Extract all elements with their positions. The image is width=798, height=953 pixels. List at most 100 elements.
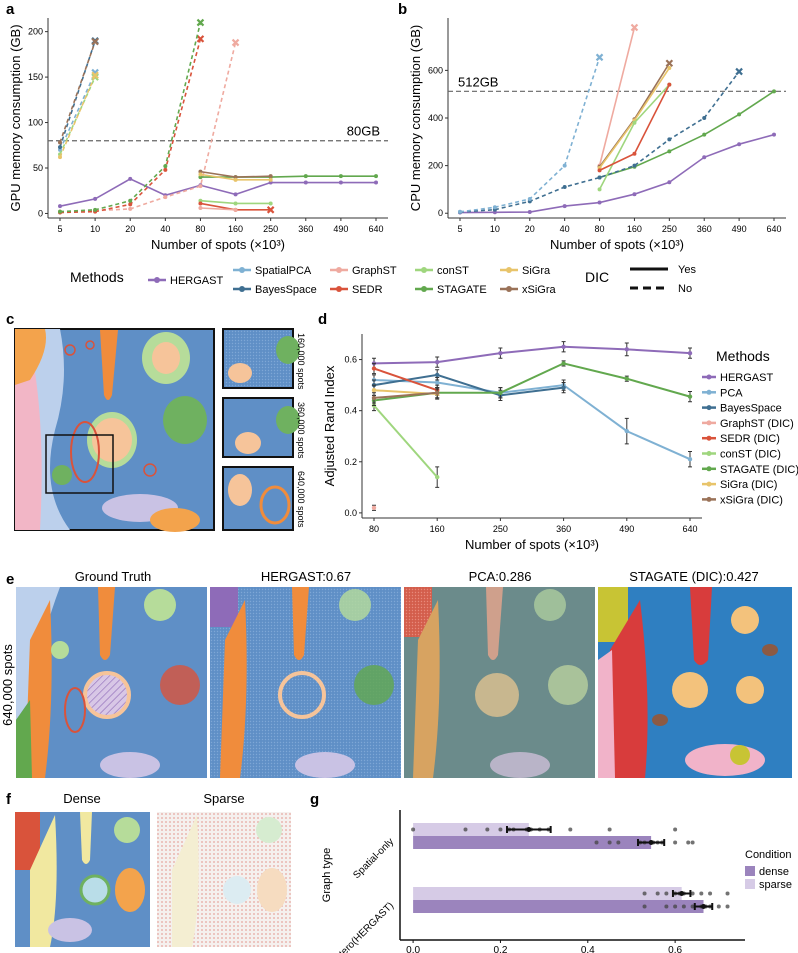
legend-marker-xsigra [506,286,512,292]
jitter-point-dense [673,904,678,909]
gt-nodule-b [83,671,131,719]
panel-letter-e: e [6,571,14,588]
series-line-hergast [459,133,775,214]
data-point-graphst [198,184,203,189]
jitter-point-dense [642,904,647,909]
st-brown-1 [652,714,668,726]
legend-marker-bayesspace [239,286,245,292]
y-tick-label: 200 [28,27,43,37]
x-tick-label: 5 [457,224,462,234]
g-x-tick-label: 0.6 [668,945,682,953]
jitter-point-dense [664,904,669,909]
data-point-hergast [303,180,308,185]
ari-point-stagate [561,361,566,366]
hg-region-orange [220,600,247,778]
data-point-hergast [128,176,133,181]
data-point-sedr [163,167,168,172]
panel-e-side-label: 640,000 spots [0,644,15,726]
x-tick-label: 490 [732,224,747,234]
data-point-hergast [233,192,238,197]
tissue-bottom-orange [150,508,200,532]
threshold-label-512gb: 512GB [458,74,498,89]
panel-letter-d: d [318,311,327,328]
data-point-sigra [233,177,238,182]
ari-point-stagate [498,390,503,395]
x-tick-label: 10 [90,224,100,234]
panel-letter-g: g [310,791,319,808]
dense-nodule-a [114,817,140,843]
panel-e-title-ground-truth: Ground Truth [75,569,152,584]
ari-point-hergast [435,359,440,365]
bar-sparse-1 [413,887,682,900]
jitter-point-sparse [673,827,678,832]
tissue-ring-2 [64,344,76,356]
ari-legend-marker-8 [706,496,712,502]
x-tick-label: 80 [369,524,379,534]
dense-gland [80,812,92,864]
dic-yes-label: Yes [678,264,696,276]
jitter-point-sparse [708,891,713,896]
dic-no-label: No [678,283,692,295]
gt-gland [98,587,115,660]
sparse-nodule-b [223,876,251,904]
x-tick-label: 160 [627,224,642,234]
gt-ring [64,687,86,733]
bar-dense-0 [413,836,652,849]
legend-label-graphst: GraphST [352,265,397,277]
chart-d-ari: 80 160 250 360 490 640 0.0 0.2 0.4 0.6 Number of s… [322,334,798,552]
zoom-box [45,434,114,494]
x-axis-title: Number of spots (×10³) [550,237,684,252]
jitter-point-sparse [607,827,612,832]
oom-marker-sigra [91,71,99,80]
jitter-point-dense [716,904,721,909]
methods-legend: Methods HERGAST SpatialPCA BayesSpace Graph… [70,264,696,296]
x-tick-label: 160 [430,524,445,534]
ari-legend-label-3: GraphST (DIC) [720,418,794,430]
ari-point-xsigra [371,395,377,401]
dense-region-red [15,812,40,870]
zoom-640k-label: 640,000 spots [296,471,306,528]
series-line-sigra [59,74,96,158]
x-tick-label: 5 [57,224,62,234]
jitter-point-sparse [690,891,695,896]
ari-point-hergast [687,350,693,356]
data-point-sedr [128,202,133,207]
y-axis-title: Adjusted Rand Index [322,365,337,486]
ari-legend-marker-5 [706,451,712,456]
jitter-point-dense [681,904,686,909]
y-tick-label: 0.6 [344,355,357,365]
jitter-point-dense [690,904,695,909]
data-point-sigra [58,155,62,160]
panel-f-title-dense: Dense [63,791,101,806]
dic-legend-title: DIC [585,269,609,285]
x-tick-label: 250 [263,224,278,234]
g-legend-title: Condition [745,849,791,861]
data-point-bayesspace [58,145,62,150]
hg-nodule-a [339,589,371,621]
zoom-640k-nodule [228,474,252,506]
data-point-hergast [58,204,62,209]
ari-line-xsigra [373,391,438,399]
tissue-nodule-2-core [92,418,132,462]
data-point-stagate [702,132,707,137]
jitter-point-sparse [498,827,503,832]
data-point-sedr [632,151,637,156]
series-line-bayesspace [459,71,740,213]
oom-marker-sedr [266,206,275,214]
data-point-bayesspace [562,185,567,190]
zoom-360k-green [276,406,300,434]
ari-point-pca [624,428,629,434]
jitter-point-sparse [463,827,468,832]
pca-bottom-band [490,752,550,778]
gt-nodule-c [160,665,200,705]
panel-letter-c: c [6,311,14,328]
data-point-bayesspace [702,116,707,120]
y-tick-label: 100 [28,118,43,128]
pca-gland [486,587,503,660]
ari-legend-label-6: STAGATE (DIC) [720,464,798,476]
legend-label-spatialpca: SpatialPCA [255,265,312,277]
g-x-tick-label: 0.4 [581,945,595,953]
ari-legend-label-5: conST (DIC) [720,449,781,461]
data-point-stagate [338,174,343,179]
